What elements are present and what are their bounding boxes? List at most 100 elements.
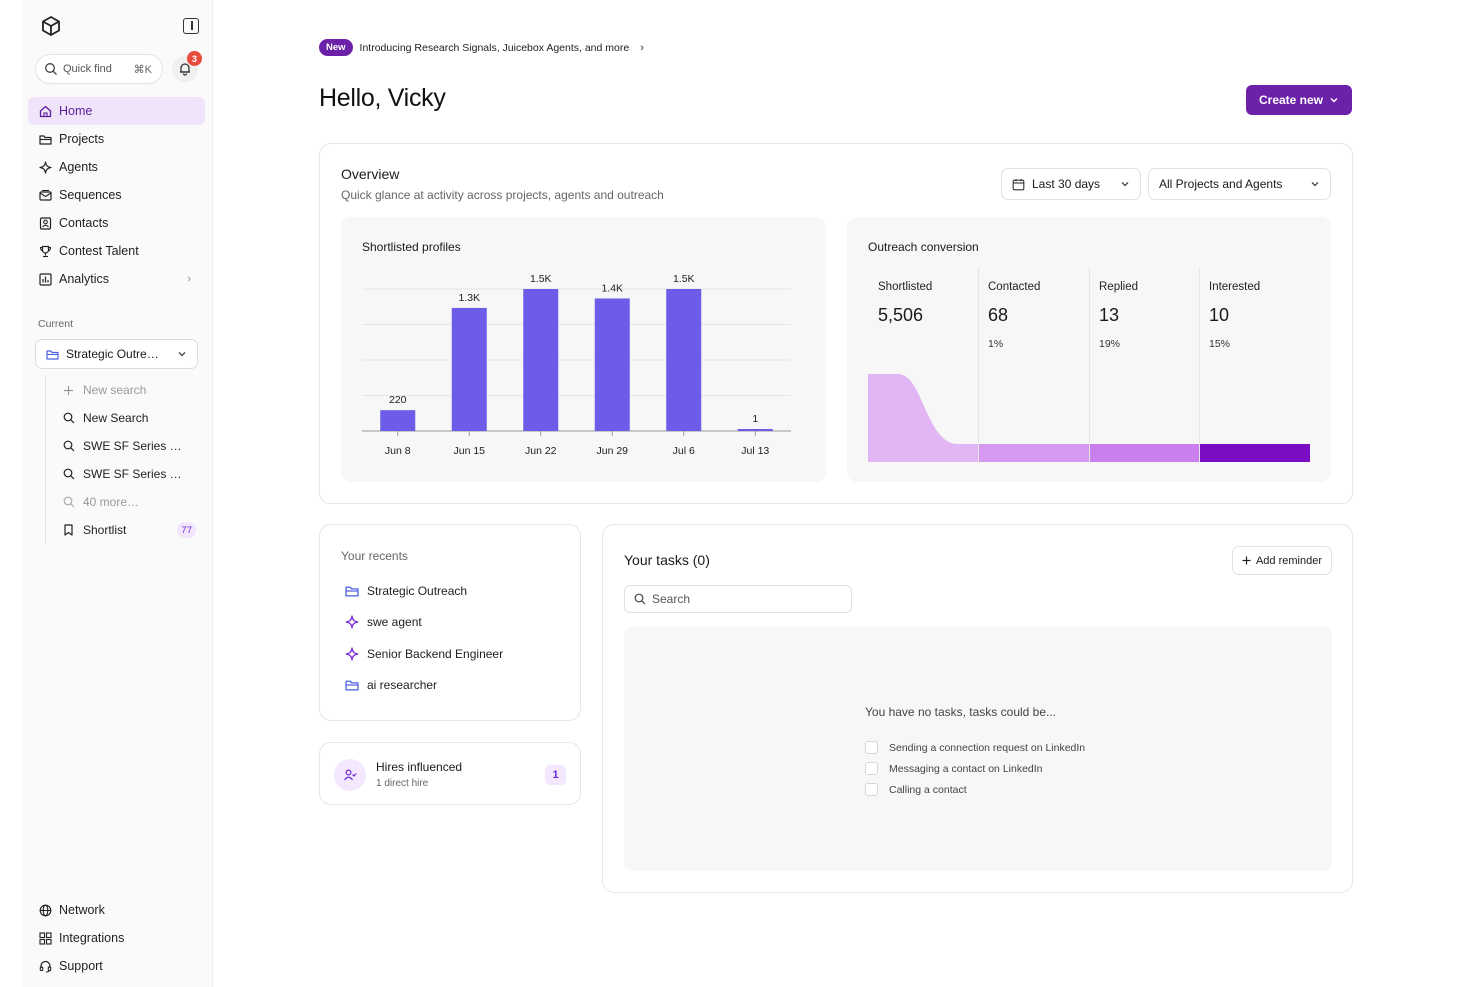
sparkle-icon (344, 615, 359, 630)
stage-percent: 15% (1209, 338, 1231, 350)
subnav-item-shortlist[interactable]: Shortlist 77 (46, 516, 200, 544)
chevron-right-icon: › (187, 273, 191, 285)
tasks-title: Your tasks (0) (624, 552, 710, 568)
quick-find-label: Quick find (63, 63, 112, 75)
sparkle-icon (38, 160, 52, 174)
funnel-stage-replied: Replied 13 19% (1099, 281, 1138, 350)
nav-item-contacts[interactable]: Contacts (28, 209, 205, 237)
recents-list: Strategic Outreach swe agent Senior Back… (344, 575, 503, 701)
nav-item-analytics[interactable]: Analytics › (28, 265, 205, 293)
date-range-select[interactable]: Last 30 days (1001, 168, 1141, 200)
bottom-nav: Network Integrations Support (28, 896, 205, 980)
nav-item-network[interactable]: Network (28, 896, 205, 924)
recent-item-senior-backend-engineer[interactable]: Senior Backend Engineer (344, 638, 503, 670)
headset-icon (38, 959, 52, 973)
nav-item-label: Contest Talent (59, 244, 139, 258)
sidebar-toggle-icon[interactable] (183, 18, 199, 34)
nav-item-label: Network (59, 903, 105, 917)
nav-item-home[interactable]: Home (28, 97, 205, 125)
checkbox[interactable] (865, 762, 878, 775)
hires-subtitle: 1 direct hire (376, 778, 429, 789)
bar-value-label: 1.5K (673, 273, 695, 285)
funnel-chart-title: Outreach conversion (868, 240, 979, 254)
nav-item-agents[interactable]: Agents (28, 153, 205, 181)
tasks-card: Your tasks (0) Add reminder You have no … (602, 524, 1353, 893)
recent-item-label: swe agent (367, 615, 422, 630)
logo-icon[interactable] (40, 15, 62, 37)
hires-influenced-card[interactable]: Hires influenced 1 direct hire 1 (319, 742, 581, 805)
current-project-select[interactable]: Strategic Outre… (35, 339, 198, 369)
recent-item-strategic-outreach[interactable]: Strategic Outreach (344, 575, 503, 607)
stage-value: 10 (1209, 305, 1230, 325)
folder-icon (46, 349, 59, 360)
shortlist-count-badge: 77 (177, 522, 196, 538)
stage-value: 68 (988, 305, 1009, 325)
subnav-item-more[interactable]: 40 more… (46, 488, 200, 516)
mail-icon (38, 188, 52, 202)
bar-chart-title: Shortlisted profiles (362, 240, 461, 254)
subnav-item-label: New search (83, 383, 147, 397)
chart-icon (38, 272, 52, 286)
nav-item-label: Integrations (59, 931, 125, 945)
create-new-label: Create new (1258, 93, 1324, 107)
recent-item-swe-agent[interactable]: swe agent (344, 607, 503, 639)
subnav-item-label: New Search (83, 411, 149, 425)
recents-title: Your recents (341, 549, 408, 563)
date-range-value: Last 30 days (1032, 177, 1101, 191)
task-suggestion-label: Messaging a contact on LinkedIn (889, 762, 1043, 775)
overview-card: Overview Quick glance at activity across… (319, 143, 1353, 504)
quick-find-shortcut: ⌘K (133, 63, 152, 76)
folder-icon (344, 583, 359, 598)
bar-value-label: 1.5K (530, 273, 552, 285)
current-project-label: Strategic Outre… (66, 347, 159, 361)
tasks-empty-state: You have no tasks, tasks could be... Sen… (624, 627, 1332, 871)
tasks-search-box (624, 585, 852, 613)
announcement-banner[interactable]: New Introducing Research Signals, Juiceb… (319, 39, 644, 56)
stage-value: 5,506 (878, 305, 924, 325)
main-nav: Home Projects Agents Sequences Contacts … (28, 97, 205, 293)
nav-item-label: Sequences (59, 188, 122, 202)
nav-item-sequences[interactable]: Sequences (28, 181, 205, 209)
checkbox[interactable] (865, 783, 878, 796)
task-suggestion: Messaging a contact on LinkedIn (865, 758, 1085, 779)
stage-divider (978, 267, 979, 462)
search-icon (634, 593, 646, 605)
subnav-item-swe-sf-series[interactable]: SWE SF Series … (46, 432, 200, 460)
funnel-stage-shortlisted: Shortlisted 5,506 (878, 281, 932, 338)
bell-icon (180, 63, 190, 76)
bar (523, 289, 559, 431)
bar (666, 289, 702, 431)
funnel-area-shortlisted (868, 374, 978, 462)
globe-icon (38, 903, 52, 917)
recent-item-ai-researcher[interactable]: ai researcher (344, 670, 503, 702)
search-icon (62, 468, 75, 481)
scope-select[interactable]: All Projects and Agents (1148, 168, 1331, 200)
project-subnav: New search New Search SWE SF Series … SW… (45, 376, 200, 544)
search-icon (62, 496, 75, 509)
nav-item-projects[interactable]: Projects (28, 125, 205, 153)
overview-subtitle: Quick glance at activity across projects… (341, 188, 664, 202)
create-new-button[interactable]: Create new (1246, 85, 1352, 115)
x-tick-label: Jun 29 (596, 445, 628, 457)
announcement-text: Introducing Research Signals, Juicebox A… (359, 41, 630, 54)
bar-value-label: 1.3K (458, 292, 480, 304)
add-reminder-button[interactable]: Add reminder (1232, 546, 1332, 575)
quick-find-button[interactable]: Quick find ⌘K (35, 54, 163, 84)
bar-value-label: 1.4K (601, 282, 623, 294)
subnav-item-swe-sf-series[interactable]: SWE SF Series … (46, 460, 200, 488)
subnav-new-search-action[interactable]: New search (46, 376, 200, 404)
stage-name: Interested (1209, 281, 1261, 293)
subnav-item-new-search[interactable]: New Search (46, 404, 200, 432)
recent-item-label: Senior Backend Engineer (367, 646, 504, 661)
nav-item-integrations[interactable]: Integrations (28, 924, 205, 952)
checkbox[interactable] (865, 741, 878, 754)
tasks-search-input[interactable] (652, 592, 832, 606)
nav-item-contest-talent[interactable]: Contest Talent (28, 237, 205, 265)
task-suggestion: Sending a connection request on LinkedIn (865, 737, 1085, 758)
stage-percent: 19% (1099, 338, 1121, 350)
sidebar: Quick find ⌘K 3 Home Projects Agents Seq… (22, 0, 213, 987)
nav-item-support[interactable]: Support (28, 952, 205, 980)
chevron-down-icon (1121, 182, 1129, 187)
funnel-area-interested (1199, 444, 1310, 462)
